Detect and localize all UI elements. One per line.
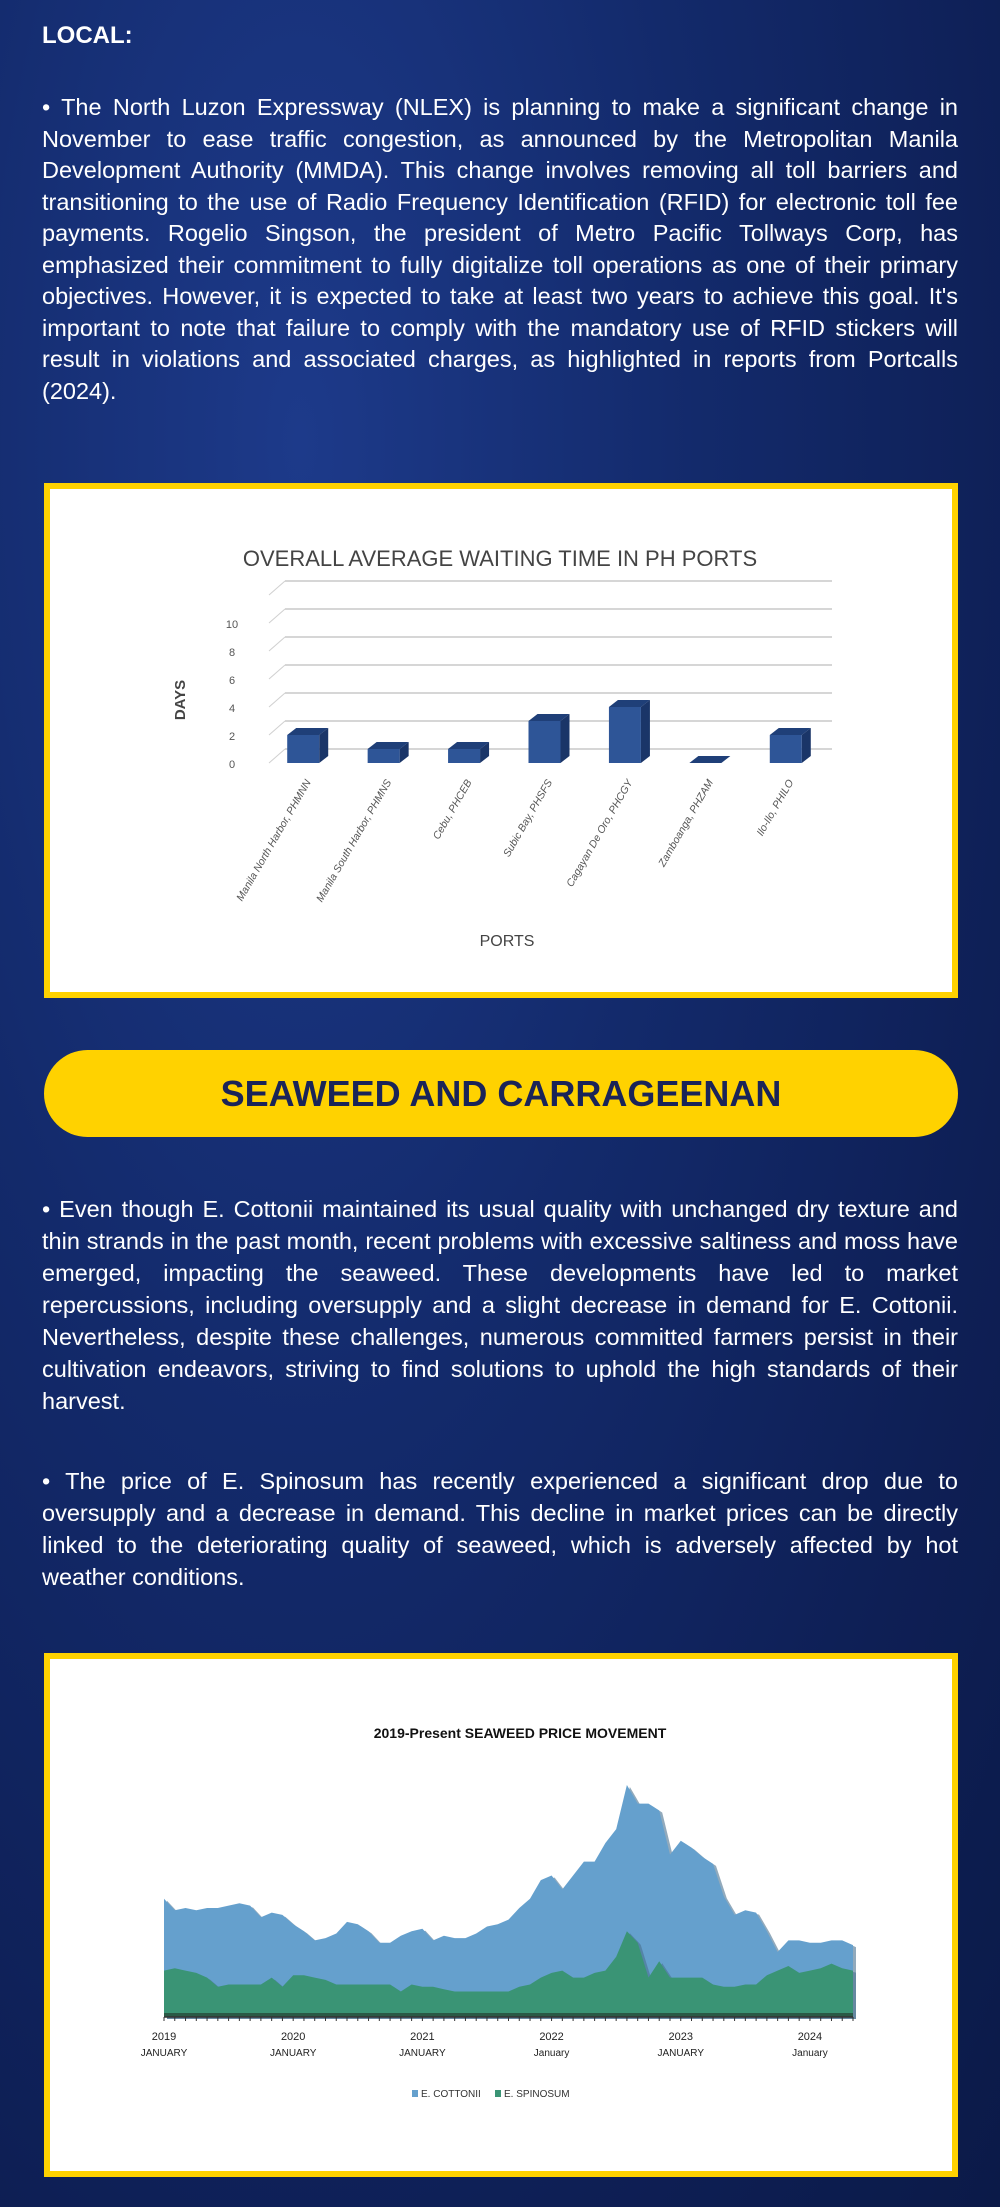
- chart-title: 2019-Present SEAWEED PRICE MOVEMENT: [374, 1725, 667, 1741]
- x-tick-year: 2022: [539, 2031, 563, 2043]
- seaweed-section-banner: SEAWEED AND CARRAGEENAN: [44, 1050, 958, 1137]
- bar-side: [640, 700, 650, 763]
- y-tick-label: 6: [229, 675, 235, 687]
- bar-top: [769, 728, 811, 735]
- legend-swatch: [495, 2090, 501, 2097]
- x-tick-year: 2023: [669, 2031, 693, 2043]
- bar: [448, 749, 481, 763]
- nlex-paragraph: • The North Luzon Expressway (NLEX) is p…: [42, 94, 958, 404]
- bar: [367, 749, 400, 763]
- port-waiting-time-chart: OVERALL AVERAGE WAITING TIME IN PH PORTS…: [44, 483, 958, 998]
- gridline-diagonal: [268, 692, 286, 708]
- x-tick-label: Cebu, PHCEB: [431, 778, 475, 842]
- y-tick-label: 4: [229, 703, 235, 715]
- bar-top: [608, 700, 650, 707]
- x-tick-year: 2021: [410, 2031, 434, 2043]
- bar-top: [287, 728, 329, 735]
- y-axis-label: DAYS: [172, 680, 189, 720]
- bar: [528, 721, 561, 763]
- y-tick-label: 2: [229, 731, 235, 743]
- bar-top: [528, 714, 570, 721]
- y-tick-label: 0: [229, 759, 235, 771]
- legend-swatch: [412, 2090, 418, 2097]
- x-tick-year: 2019: [152, 2031, 176, 2043]
- x-tick-month: January: [792, 2048, 828, 2059]
- bar-side: [319, 728, 329, 763]
- bar: [769, 735, 802, 763]
- x-axis-label: PORTS: [480, 933, 535, 950]
- legend-label: E. SPINOSUM: [504, 2089, 570, 2100]
- x-tick-label: Ilo-Ilo, PHILO: [754, 778, 796, 839]
- bar-top: [367, 742, 409, 749]
- bar: [608, 707, 641, 763]
- port-waiting-time-svg: OVERALL AVERAGE WAITING TIME IN PH PORTS…: [172, 546, 832, 950]
- bar-side: [399, 742, 409, 763]
- series-area-cottonii: [164, 1785, 853, 2017]
- x-tick-month: JANUARY: [270, 2048, 317, 2059]
- x-tick-label: Cagayan De Oro, PHCGY: [564, 777, 636, 889]
- cottonii-paragraph: • Even though E. Cottonii maintained its…: [42, 1196, 958, 1414]
- bar: [287, 735, 320, 763]
- gridline-diagonal: [268, 748, 286, 764]
- x-tick-month: January: [534, 2048, 570, 2059]
- gridline-diagonal: [268, 720, 286, 736]
- bar-top: [689, 756, 731, 763]
- x-tick-year: 2020: [281, 2031, 305, 2043]
- area-floor: [164, 2013, 853, 2017]
- series-area-spinosum: [164, 1931, 853, 2017]
- gridline-diagonal: [268, 608, 286, 624]
- x-tick-month: JANUARY: [141, 2048, 188, 2059]
- seaweed-price-svg: 2019-Present SEAWEED PRICE MOVEMENT 2019 J…: [141, 1725, 856, 2100]
- bar-side: [801, 728, 811, 763]
- gridline-diagonal: [268, 636, 286, 652]
- x-tick-label: Manila South Harbor, PHMNS: [314, 778, 394, 905]
- spinosum-paragraph: • The price of E. Spinosum has recently …: [42, 1468, 958, 1590]
- y-tick-label: 10: [226, 619, 238, 631]
- seaweed-price-chart: 2019-Present SEAWEED PRICE MOVEMENT 2019 J…: [44, 1653, 958, 2177]
- local-heading: LOCAL:: [42, 22, 133, 49]
- x-tick-year: 2024: [798, 2031, 822, 2043]
- bar-side: [480, 742, 490, 763]
- x-tick-month: JANUARY: [399, 2048, 446, 2059]
- chart-title: OVERALL AVERAGE WAITING TIME IN PH PORTS: [243, 546, 757, 571]
- x-tick-month: JANUARY: [658, 2048, 705, 2059]
- x-tick-label: Zamboanga, PHZAM: [656, 777, 716, 869]
- y-tick-label: 8: [229, 647, 235, 659]
- x-tick-label: Subic Bay, PHSFS: [501, 778, 555, 860]
- gridline-diagonal: [268, 664, 286, 680]
- legend-label: E. COTTONII: [421, 2089, 481, 2100]
- bar-top: [448, 742, 490, 749]
- x-tick-label: Manila North Harbor, PHMNN: [234, 777, 314, 903]
- bar-side: [560, 714, 570, 763]
- gridline-diagonal: [268, 580, 286, 596]
